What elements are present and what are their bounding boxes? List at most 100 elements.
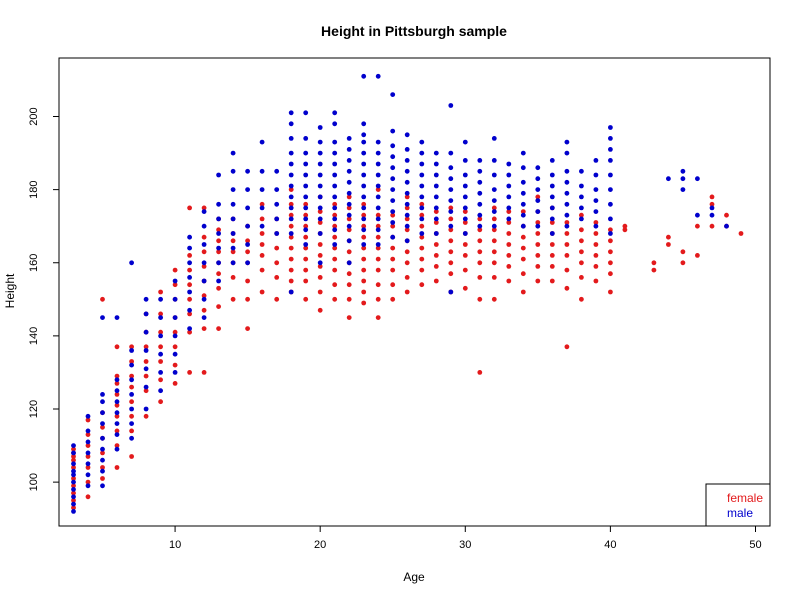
data-point-female [187,329,193,335]
data-point-female [564,285,570,291]
data-point-female [433,242,439,247]
data-point-male [288,150,294,156]
data-point-female [390,282,396,288]
data-point-male [433,161,439,167]
data-point-female [158,377,164,383]
data-point-female [201,370,207,375]
data-point-male [187,275,193,280]
data-point-female [259,201,265,207]
data-point-male [71,461,76,467]
data-point-female [71,446,76,452]
data-point-male [288,183,294,189]
data-point-female [535,194,541,200]
data-point-female [158,344,164,350]
data-point-female [303,278,309,284]
data-point-male [549,158,555,163]
data-point-male [288,161,294,167]
data-point-female [651,267,657,273]
data-point-female [187,282,193,288]
data-point-male [187,326,193,331]
data-point-female [608,289,613,295]
data-point-male [433,194,439,200]
data-point-female [419,282,425,288]
data-point-male [520,212,526,218]
data-point-female [346,271,352,277]
data-point-male [477,168,483,174]
data-point-female [85,479,91,485]
data-point-female [535,253,541,258]
data-point-female [491,260,497,266]
data-point-female [448,249,454,255]
data-point-female [332,267,338,273]
data-point-male [564,139,570,145]
data-point-female [317,264,323,269]
data-point-male [172,351,178,357]
data-point-male [129,435,135,441]
data-point-female [172,381,178,386]
data-point-male [535,198,541,204]
data-point-male [346,201,352,207]
data-point-female [201,249,207,255]
legend-entry-female: female [727,491,763,505]
x-tick-label: 20 [314,539,326,551]
data-point-female [375,223,381,229]
data-point-male [477,190,483,196]
data-point-female [187,253,193,258]
data-point-male [158,370,164,375]
data-point-male [100,483,105,489]
data-point-male [143,329,149,335]
data-point-female [506,242,512,247]
data-point-female [593,278,599,284]
data-point-male [361,73,367,79]
data-point-female [579,296,584,302]
data-point-female [201,307,207,313]
data-point-female [303,234,309,240]
data-point-female [71,483,76,489]
data-point-male [201,223,207,229]
data-point-female [404,289,410,295]
data-point-male [259,187,265,193]
data-point-female [346,282,352,288]
data-point-male [259,168,265,174]
data-point-female [433,264,439,269]
data-point-female [100,450,105,456]
data-point-female [143,344,149,350]
data-point-female [172,267,178,273]
data-point-male [549,216,555,222]
data-point-male [491,136,497,141]
data-point-male [579,216,584,222]
data-point-female [404,275,410,280]
data-point-male [303,150,309,156]
data-point-male [361,139,367,145]
data-point-female [230,249,236,255]
data-point-male [419,231,425,236]
data-point-female [564,253,570,258]
data-point-female [462,285,468,291]
data-point-female [549,253,555,258]
data-point-female [288,245,294,251]
data-point-male [288,205,294,211]
data-point-female [477,216,483,222]
data-point-female [535,231,541,236]
data-point-male [506,183,512,189]
data-point-female [361,223,367,229]
series-female [71,187,744,511]
data-point-female [332,256,338,262]
data-point-female [303,223,309,229]
data-point-male [390,209,396,215]
data-point-female [419,212,425,218]
data-point-male [419,216,425,222]
data-point-male [114,399,120,405]
data-point-female [158,311,164,317]
data-point-male [361,172,367,178]
data-point-female [608,260,613,266]
data-point-female [259,267,265,273]
data-point-male [564,201,570,207]
data-point-male [419,139,425,145]
data-point-male [187,245,193,251]
y-axis: 100 120 140 160 180 200 [28,107,60,491]
data-point-male [593,209,599,215]
data-point-female [579,227,584,233]
data-point-female [100,424,105,430]
data-point-female [85,443,91,448]
